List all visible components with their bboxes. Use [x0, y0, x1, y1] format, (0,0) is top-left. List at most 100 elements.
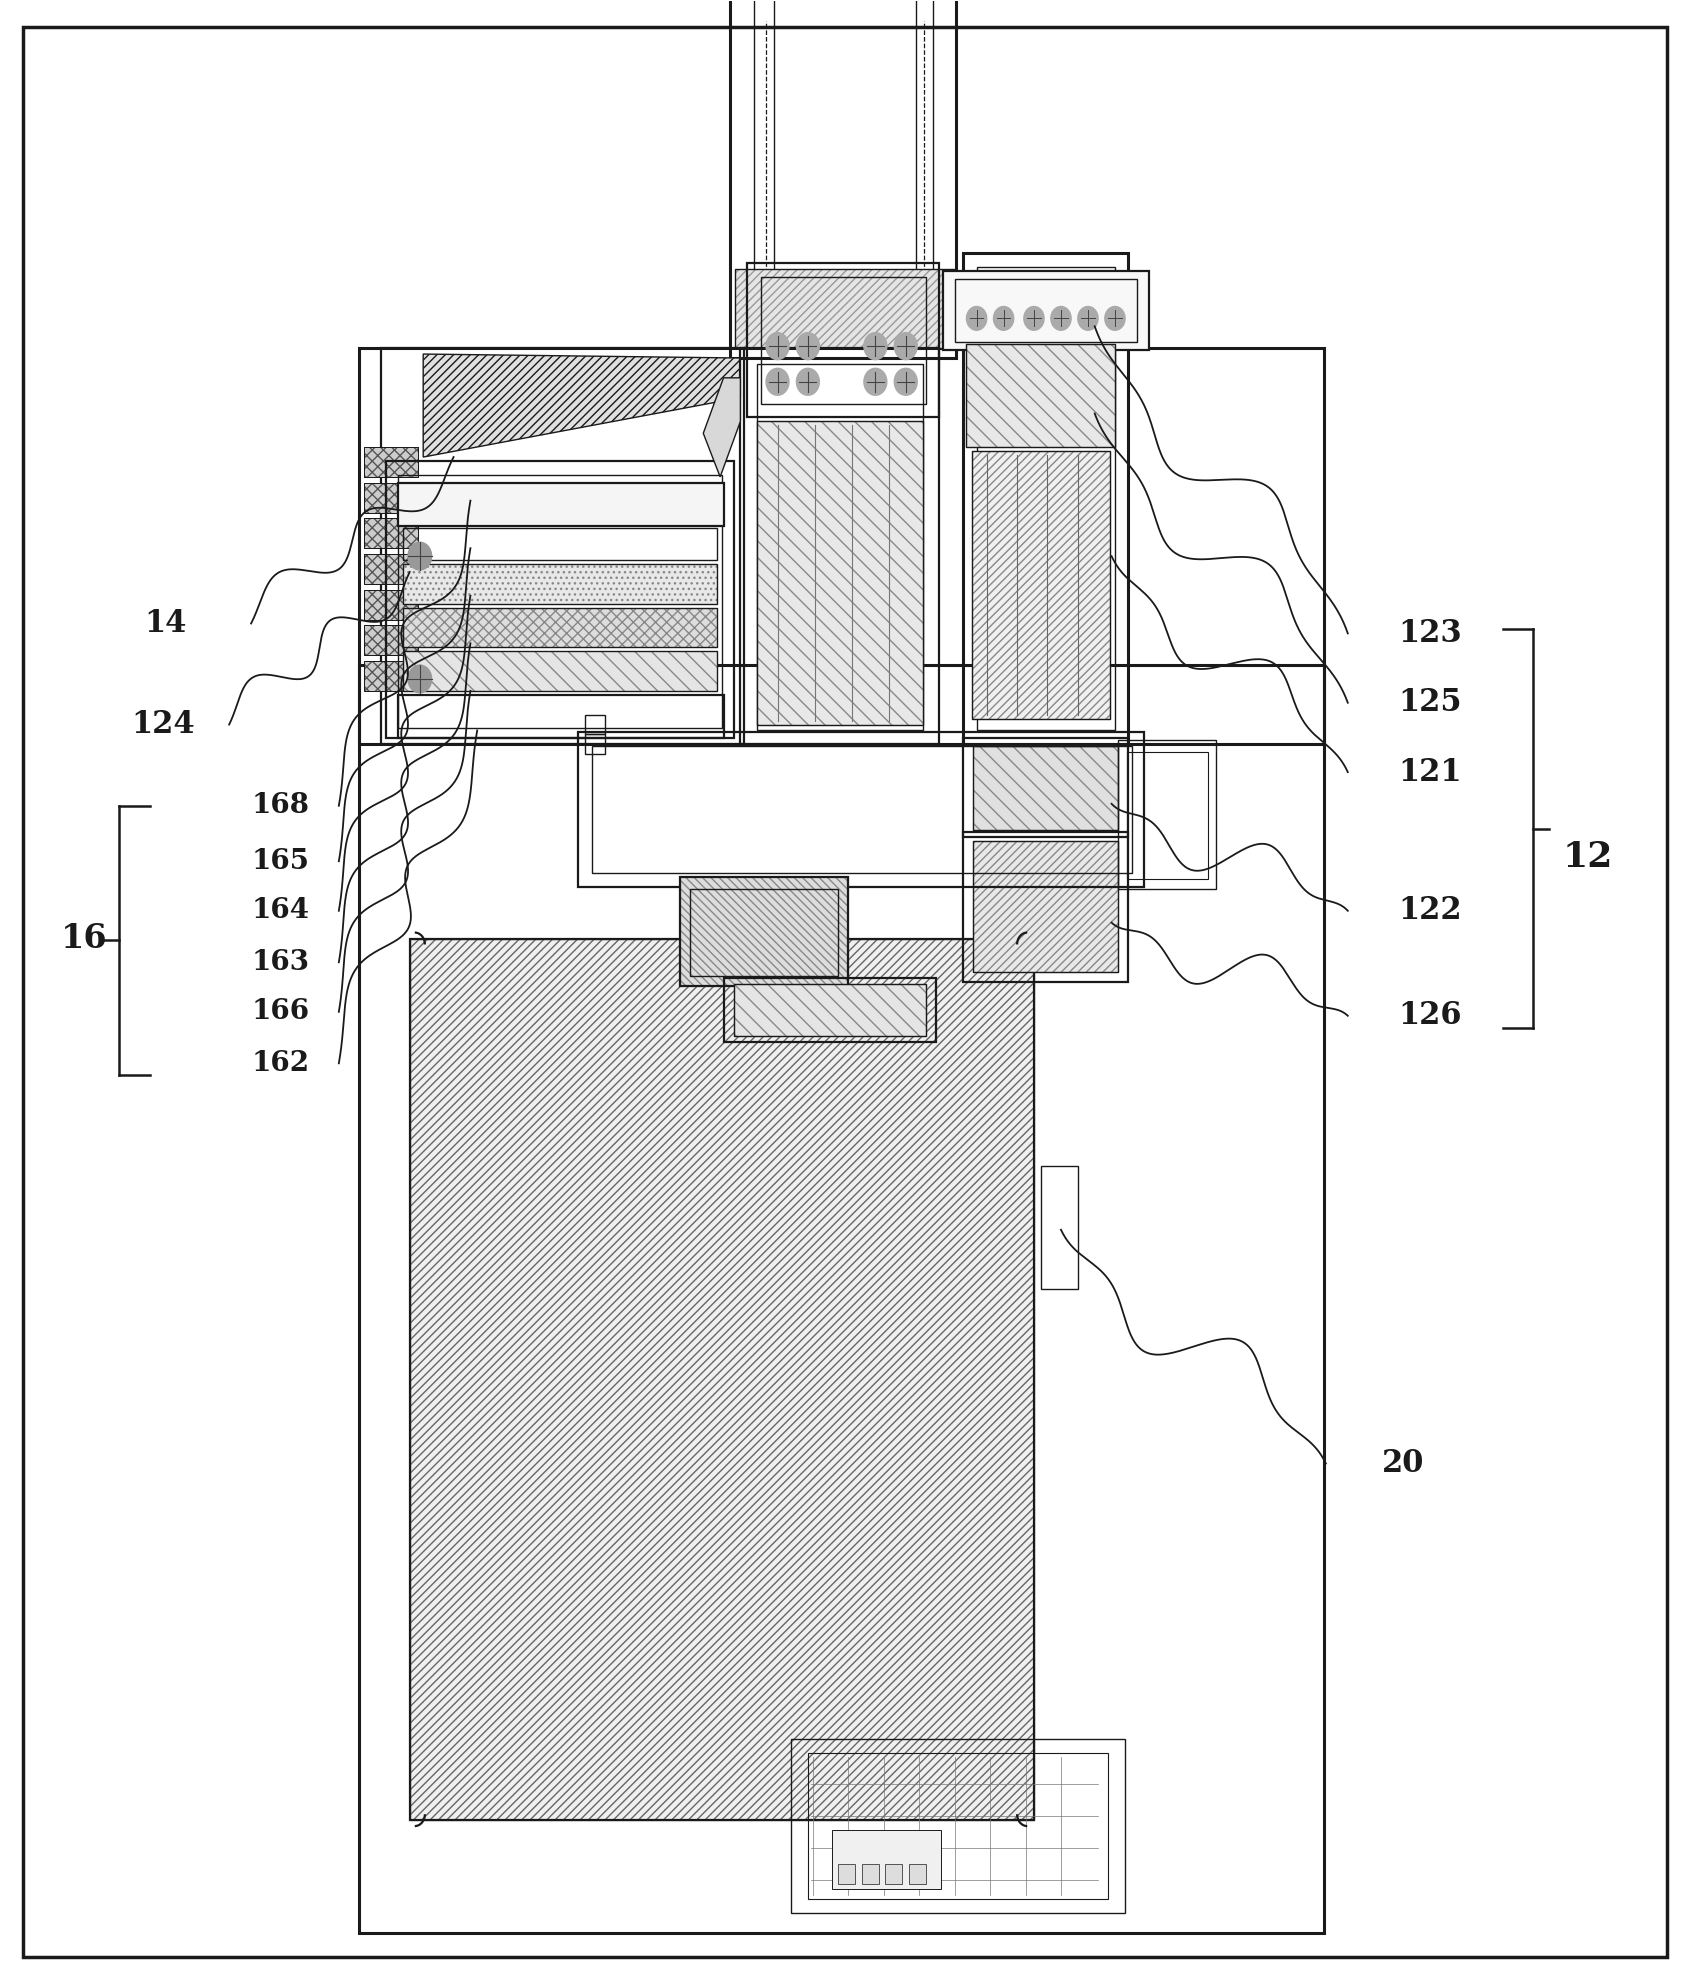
Circle shape [407, 542, 431, 569]
Bar [380, 347, 743, 744]
Bar [790, 1738, 1125, 1913]
Bar [909, 1863, 926, 1883]
Bar [402, 651, 716, 690]
Bar [733, 984, 926, 1036]
Bar [1127, 752, 1208, 879]
Bar [402, 607, 716, 647]
Bar [591, 746, 1132, 873]
Text: 126: 126 [1397, 1000, 1461, 1032]
Bar [363, 446, 417, 476]
Bar [689, 889, 838, 976]
Circle shape [407, 665, 431, 692]
Text: 124: 124 [132, 708, 194, 740]
Bar [976, 268, 1115, 730]
Bar [963, 738, 1128, 837]
Bar [363, 589, 417, 619]
Bar [954, 280, 1137, 341]
Bar [973, 841, 1118, 972]
Circle shape [863, 369, 887, 395]
Bar [402, 528, 716, 559]
Bar [973, 746, 1118, 829]
Text: 122: 122 [1397, 895, 1461, 927]
Bar [363, 482, 417, 512]
Text: 162: 162 [252, 1050, 309, 1077]
Bar [397, 482, 723, 526]
Circle shape [1105, 306, 1125, 329]
Text: 16: 16 [61, 923, 106, 954]
Bar [679, 877, 848, 986]
Text: 165: 165 [252, 847, 309, 875]
Bar [733, 984, 926, 1036]
Bar [838, 1863, 855, 1883]
Bar [363, 625, 417, 655]
Circle shape [893, 369, 917, 395]
Bar [363, 446, 417, 476]
Bar [753, 0, 932, 331]
Bar [735, 270, 954, 347]
Bar [363, 554, 417, 583]
Bar [363, 518, 417, 548]
Bar [358, 347, 1324, 744]
Circle shape [796, 369, 819, 395]
Bar [747, 264, 939, 417]
Circle shape [796, 333, 819, 359]
Text: 125: 125 [1397, 686, 1461, 718]
Bar [402, 563, 716, 603]
Polygon shape [703, 377, 740, 476]
Bar [963, 831, 1128, 982]
Text: 168: 168 [252, 792, 309, 819]
Circle shape [1051, 306, 1071, 329]
Bar [757, 421, 922, 724]
Bar [397, 474, 721, 728]
Bar [584, 734, 605, 754]
Bar [363, 518, 417, 548]
Bar [402, 563, 716, 603]
Bar [363, 482, 417, 512]
Bar [363, 661, 417, 690]
Bar [757, 363, 922, 730]
Bar [397, 694, 723, 738]
Bar [774, 0, 915, 317]
Bar [363, 554, 417, 583]
Bar [861, 1863, 878, 1883]
Bar [358, 665, 1324, 1932]
Bar [963, 254, 1128, 744]
Bar [885, 1863, 902, 1883]
Bar [363, 625, 417, 655]
Bar [584, 714, 605, 734]
Bar [971, 450, 1110, 718]
Circle shape [765, 369, 789, 395]
Circle shape [1078, 306, 1098, 329]
Text: 12: 12 [1561, 841, 1611, 875]
Bar [973, 746, 1118, 829]
Text: 123: 123 [1397, 617, 1461, 649]
Bar [971, 450, 1110, 718]
Circle shape [966, 306, 986, 329]
Bar [723, 978, 936, 1042]
Bar [730, 0, 956, 357]
Circle shape [1024, 306, 1044, 329]
Bar [966, 343, 1115, 446]
Circle shape [765, 333, 789, 359]
Text: 166: 166 [252, 998, 309, 1026]
Text: 163: 163 [252, 948, 309, 976]
Bar [740, 347, 939, 744]
Bar [831, 1829, 941, 1889]
Bar [942, 272, 1149, 349]
Bar [1118, 740, 1216, 889]
Bar [1040, 1167, 1078, 1290]
Circle shape [993, 306, 1013, 329]
Bar [760, 278, 926, 403]
Bar [578, 732, 1143, 887]
Circle shape [893, 333, 917, 359]
Bar [807, 1752, 1108, 1899]
Bar [385, 460, 733, 738]
Text: 164: 164 [252, 897, 309, 925]
Bar [973, 841, 1118, 972]
Bar [757, 421, 922, 724]
Polygon shape [422, 353, 740, 456]
Bar [409, 938, 1034, 1819]
Bar [966, 343, 1115, 446]
Bar [409, 938, 1034, 1819]
Circle shape [863, 333, 887, 359]
